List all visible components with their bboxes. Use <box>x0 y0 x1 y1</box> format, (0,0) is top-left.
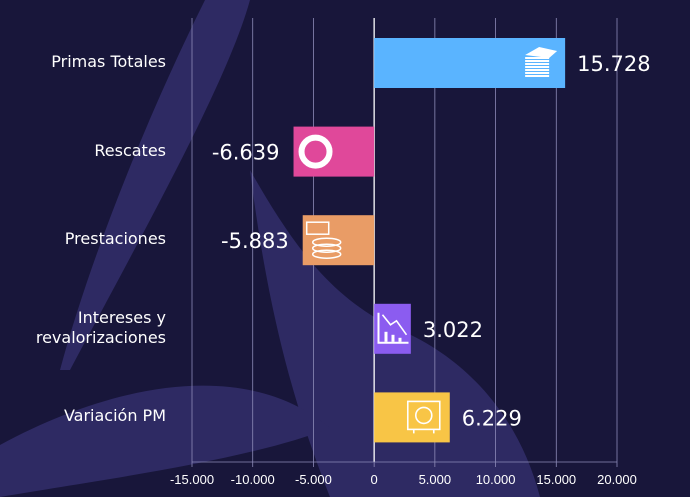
x-tick-label: 15.000 <box>536 472 576 487</box>
x-tick-label: -15.000 <box>170 472 214 487</box>
buoy-ring <box>298 134 333 169</box>
safe-legs <box>412 429 435 434</box>
buoy-inner <box>306 142 326 162</box>
x-tick-label: -5.000 <box>295 472 332 487</box>
cash-coins-icon <box>305 221 342 259</box>
chart-bar <box>384 331 388 342</box>
chart-axes <box>377 312 409 344</box>
bar-group: 15.728 <box>374 38 651 88</box>
data-label: 15.728 <box>577 52 650 76</box>
bar <box>374 303 411 354</box>
trend-line <box>381 314 408 336</box>
category-label: Variación PM <box>63 406 166 426</box>
category-label: Rescates <box>94 140 166 160</box>
bar-group: -5.883 <box>221 215 375 266</box>
x-tick-label: 10.000 <box>476 472 516 487</box>
decor-shape-bottom <box>0 385 330 497</box>
data-label: -5.883 <box>221 229 289 253</box>
bar-group: 3.022 <box>374 303 483 354</box>
x-tick-label: 20.000 <box>597 472 637 487</box>
coin <box>311 243 342 253</box>
money-top <box>525 47 558 58</box>
money-sheet <box>525 66 550 68</box>
safe-icon <box>406 400 441 434</box>
data-label: 6.229 <box>462 406 522 430</box>
bar <box>374 392 450 443</box>
coin <box>311 249 342 259</box>
category-label: Primas Totales <box>51 52 166 71</box>
data-label: -6.639 <box>212 141 280 165</box>
category-label: Intereses y revalorizaciones <box>35 307 166 347</box>
cash-note <box>305 221 330 235</box>
data-label: 3.022 <box>423 318 483 342</box>
money-sheet <box>525 57 550 59</box>
declining-chart-icon <box>377 312 409 344</box>
x-tick-label: 5.000 <box>419 472 452 487</box>
money-stack-icon <box>525 47 558 77</box>
bar-group: 6.229 <box>374 392 522 443</box>
money-sheet <box>525 60 550 62</box>
bar-group: -6.639 <box>212 126 375 177</box>
money-sheet <box>525 75 550 77</box>
x-tick-label: -10.000 <box>231 472 275 487</box>
decor-shape-leaf <box>60 0 250 370</box>
chart-bar <box>398 337 402 342</box>
money-sheet <box>525 63 550 65</box>
chart-bar <box>391 334 395 342</box>
safe-dial <box>414 406 433 425</box>
x-tick-label: 0 <box>371 472 378 487</box>
safe-body <box>406 400 441 431</box>
money-sheet <box>525 72 550 74</box>
money-sheet <box>525 69 550 71</box>
coin <box>311 237 342 247</box>
lifebuoy-icon <box>298 134 333 169</box>
category-label: Prestaciones <box>64 229 166 249</box>
bar <box>293 126 375 177</box>
